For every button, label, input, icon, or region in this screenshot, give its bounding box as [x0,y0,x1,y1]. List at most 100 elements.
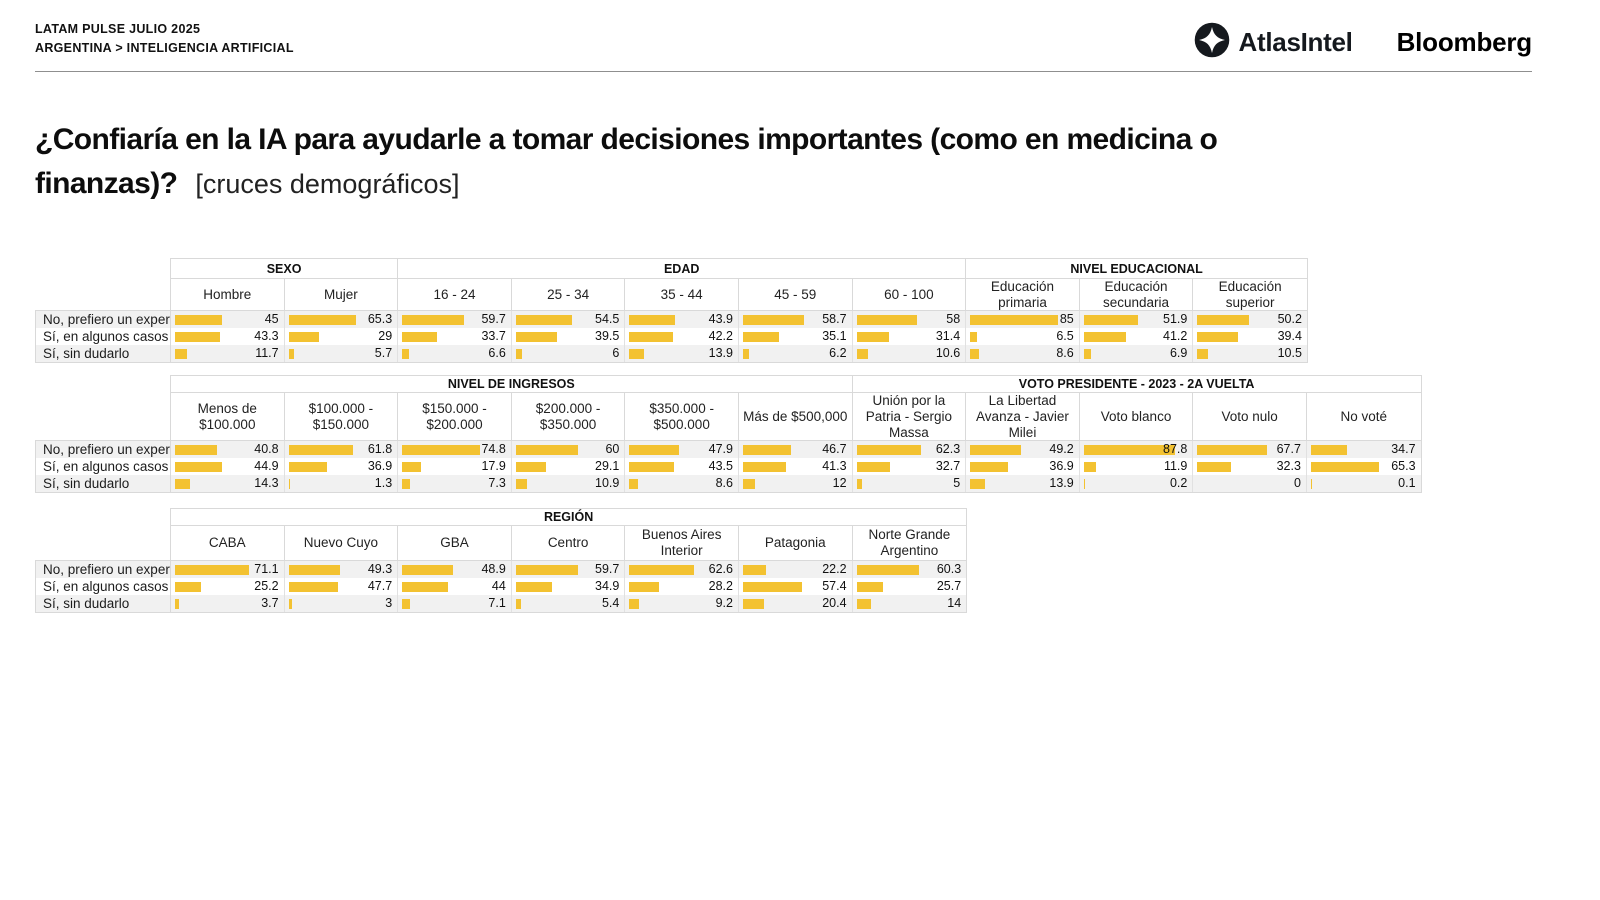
bar-cell: 32.3 [1193,458,1307,475]
bar [402,564,453,575]
bar [1197,348,1209,359]
column-header: 60 - 100 [853,279,967,310]
bar-cell: 50.2 [1193,311,1307,328]
bar-value: 49.2 [1049,442,1074,456]
row-label: No, prefiero un exper [36,561,170,578]
table-row: 25.2 47.7 44 34.9 28.2 57.4 25.7 [171,578,967,595]
bar [970,444,1022,455]
column-header: No voté [1340,408,1387,424]
bar [515,598,522,609]
bar [288,478,290,489]
bar [402,478,410,489]
question-text: ¿Confiaría en la IA para ayudarle a toma… [35,123,1218,201]
bar [970,348,980,359]
bar [1310,478,1312,489]
bar-value: 11.9 [1163,459,1188,473]
column-header: Educación superior [1218,278,1282,310]
bar-cell: 6 [512,345,626,362]
bar-value: 40.8 [254,442,279,456]
bar [1197,461,1231,472]
bar [629,581,659,592]
bar-value: 36.9 [1049,459,1074,473]
bar-cell: 40.8 [171,441,285,458]
bar-cell: 0.1 [1307,475,1421,492]
bar [970,478,985,489]
bar [1083,331,1127,342]
subtitle-text: [cruces demográficos] [195,169,460,200]
bar-cell: 12 [739,475,853,492]
bar-cell: 36.9 [966,458,1080,475]
column-header: 45 - 59 [739,279,853,310]
bar-value: 44 [491,579,506,593]
bar [288,564,340,575]
bar-cell: 20.4 [739,595,853,612]
row-label: Sí, sin dudarlo [36,345,170,362]
bar-cell: 6.2 [739,345,853,362]
column-header: $150.000 - $200.000 [398,393,512,440]
bar [175,444,218,455]
table-row: 40.8 61.8 74.8 60 47.9 46.7 62.3 49.2 87.8 67.7 34… [171,441,1421,458]
group-header: NIVEL EDUCACIONAL [966,259,1307,279]
bar [175,564,249,575]
bar-cell: 6.9 [1080,345,1194,362]
bar-cell: 0.2 [1080,475,1194,492]
bar [402,348,409,359]
column-header: Hombre [171,279,285,310]
table-row: 11.7 5.7 6.6 6 13.9 6.2 10.6 8.6 6.9 10.5 [171,345,1307,362]
column-header: La Libertad Avanza - Javier Milei [966,393,1080,440]
bar-value: 8.6 [715,476,733,490]
table-data-area: NIVEL DE INGRESOS VOTO PRESIDENTE - 2023 … [170,375,1422,493]
bar-value: 6.2 [829,346,847,360]
bar [175,314,222,325]
bar-cell: 13.9 [966,475,1080,492]
bar-value: 85 [1059,312,1074,326]
bar-cell: 3 [285,595,399,612]
row-label-column: No, prefiero un exper Sí, en algunos caso… [35,440,170,493]
bar [970,331,977,342]
bar-cell: 11.9 [1080,458,1194,475]
bar-value: 12 [832,476,847,490]
bar [629,348,644,359]
bar-value: 46.7 [822,442,847,456]
header-divider [35,71,1532,72]
column-header: GBA [398,526,512,560]
bar [856,348,868,359]
column-header: Voto blanco [1080,393,1194,440]
bar [742,461,786,472]
bar [629,598,639,609]
bar-cell: 47.7 [285,578,399,595]
bar [629,444,679,455]
column-header: 16 - 24 [398,279,512,310]
bar [629,461,675,472]
crosstab-table: No, prefiero un exper Sí, en algunos caso… [35,258,1308,363]
row-label: No, prefiero un exper [36,311,170,328]
bar-value: 65.3 [367,312,393,326]
bar-cell: 59.7 [512,561,626,578]
bar [288,598,292,609]
bar [515,581,552,592]
bar-value: 31.4 [935,329,961,343]
table-row: 45 65.3 59.7 54.5 43.9 58.7 58 85 51.9 50.2 [171,311,1307,328]
bar [1083,478,1085,489]
bar-cell: 5.7 [285,345,399,362]
bar-value: 6 [612,346,620,360]
bar [856,598,872,609]
bar-value: 39.5 [595,329,620,343]
bar [856,478,862,489]
bar-cell: 58 [853,311,967,328]
bar-value: 47.7 [367,579,393,593]
bloomberg-wordmark: Bloomberg [1396,27,1533,57]
bar [515,564,578,575]
brand-logos: AtlasIntel Bloomberg [1194,22,1532,63]
column-header: Norte Grande Argentino [868,527,951,558]
bar-value: 58.7 [822,312,847,326]
bar-cell: 43.9 [625,311,739,328]
bar-cell: 9.2 [625,595,739,612]
bar [288,581,338,592]
bar [288,331,319,342]
bar-value: 5 [953,476,961,490]
column-header: $200.000 - $350.000 [512,393,626,440]
bar [288,461,327,472]
group-header: NIVEL DE INGRESOS [171,376,853,393]
bar [970,314,1059,325]
